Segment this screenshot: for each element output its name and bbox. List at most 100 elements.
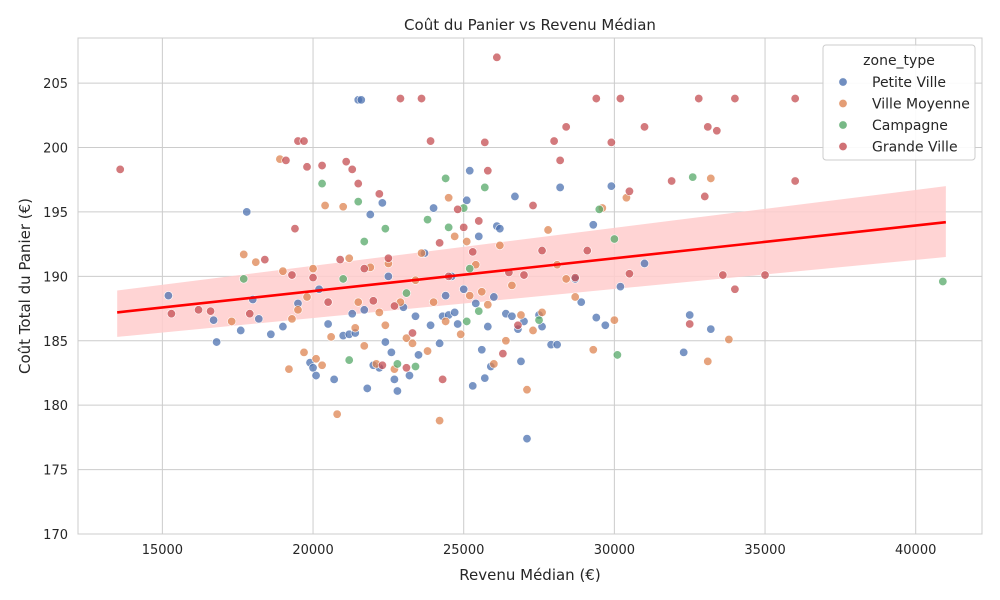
point-petite-ville — [386, 347, 396, 357]
point-petite-ville — [441, 291, 451, 301]
point-ville-moyenne — [609, 315, 619, 325]
point-grande-ville — [359, 264, 369, 274]
point-grande-ville — [323, 297, 333, 307]
legend-label-campagne: Campagne — [872, 118, 948, 134]
point-ville-moyenne — [423, 346, 433, 356]
point-petite-ville — [510, 191, 520, 201]
point-grande-ville — [347, 164, 357, 174]
point-campagne — [612, 350, 622, 360]
point-ville-moyenne — [380, 320, 390, 330]
legend-marker-petite-ville — [838, 77, 848, 87]
point-grande-ville — [555, 155, 565, 165]
point-ville-moyenne — [407, 338, 417, 348]
point-grande-ville — [694, 94, 704, 104]
point-grande-ville — [624, 269, 634, 279]
point-ville-moyenne — [251, 257, 261, 267]
point-ville-moyenne — [456, 329, 466, 339]
point-petite-ville — [392, 386, 402, 396]
point-petite-ville — [426, 320, 436, 330]
point-grande-ville — [498, 349, 508, 359]
point-petite-ville — [329, 374, 339, 384]
point-petite-ville — [278, 322, 288, 332]
point-ville-moyenne — [311, 354, 321, 364]
point-petite-ville — [254, 314, 264, 324]
point-grande-ville — [299, 136, 309, 146]
x-tick-label: 25000 — [443, 543, 484, 558]
point-grande-ville — [703, 122, 713, 132]
point-campagne — [344, 355, 354, 365]
y-tick-label: 190 — [43, 270, 68, 285]
point-grande-ville — [474, 216, 484, 226]
point-grande-ville — [335, 255, 345, 265]
point-grande-ville — [570, 273, 580, 283]
regression-line — [117, 220, 946, 314]
point-ville-moyenne — [401, 333, 411, 343]
point-ville-moyenne — [227, 316, 237, 326]
point-ville-moyenne — [299, 347, 309, 357]
point-ville-moyenne — [239, 249, 249, 259]
point-ville-moyenne — [444, 193, 454, 203]
point-grande-ville — [302, 162, 312, 172]
point-petite-ville — [266, 329, 276, 339]
point-petite-ville — [483, 322, 493, 332]
point-petite-ville — [552, 340, 562, 350]
point-campagne — [444, 222, 454, 232]
point-ville-moyenne — [528, 325, 538, 335]
point-ville-moyenne — [477, 287, 487, 297]
point-ville-moyenne — [278, 266, 288, 276]
y-tick-label: 205 — [43, 77, 68, 92]
point-ville-moyenne — [308, 264, 318, 274]
point-campagne — [594, 204, 604, 214]
x-axis-label: Revenu Médian (€) — [459, 566, 600, 584]
x-tick-label: 30000 — [594, 543, 635, 558]
point-ville-moyenne — [320, 200, 330, 210]
point-ville-moyenne — [450, 231, 460, 241]
point-petite-ville — [356, 95, 366, 105]
point-grande-ville — [401, 363, 411, 373]
point-ville-moyenne — [522, 385, 532, 395]
point-petite-ville — [410, 311, 420, 321]
point-grande-ville — [712, 126, 722, 136]
y-tick-label: 200 — [43, 142, 68, 157]
point-petite-ville — [377, 198, 387, 208]
x-tick-label: 40000 — [895, 543, 936, 558]
legend-marker-grande-ville — [838, 142, 848, 152]
point-petite-ville — [480, 373, 490, 383]
point-petite-ville — [679, 347, 689, 357]
point-campagne — [609, 234, 619, 244]
point-petite-ville — [380, 337, 390, 347]
point-petite-ville — [435, 338, 445, 348]
point-ville-moyenne — [350, 323, 360, 333]
y-tick-label: 170 — [43, 528, 68, 543]
point-campagne — [465, 264, 475, 274]
point-ville-moyenne — [293, 305, 303, 315]
point-petite-ville — [323, 319, 333, 329]
point-grande-ville — [453, 204, 463, 214]
point-campagne — [380, 224, 390, 234]
point-ville-moyenne — [724, 334, 734, 344]
point-grande-ville — [582, 246, 592, 256]
point-grande-ville — [730, 94, 740, 104]
y-axis-label: Coût Total du Panier (€) — [16, 198, 34, 374]
point-grande-ville — [492, 52, 502, 62]
point-ville-moyenne — [507, 280, 517, 290]
point-petite-ville — [606, 181, 616, 191]
point-grande-ville — [468, 247, 478, 257]
point-petite-ville — [465, 166, 475, 176]
point-grande-ville — [166, 309, 176, 319]
point-ville-moyenne — [588, 345, 598, 355]
point-ville-moyenne — [465, 291, 475, 301]
point-petite-ville — [474, 231, 484, 241]
point-ville-moyenne — [338, 202, 348, 212]
point-ville-moyenne — [435, 416, 445, 426]
point-petite-ville — [389, 374, 399, 384]
point-ville-moyenne — [703, 356, 713, 366]
legend-marker-campagne — [838, 120, 848, 130]
point-petite-ville — [706, 324, 716, 334]
point-ville-moyenne — [537, 307, 547, 317]
point-petite-ville — [308, 363, 318, 373]
point-grande-ville — [591, 94, 601, 104]
point-ville-moyenne — [374, 307, 384, 317]
point-petite-ville — [522, 434, 532, 444]
point-ville-moyenne — [501, 336, 511, 346]
